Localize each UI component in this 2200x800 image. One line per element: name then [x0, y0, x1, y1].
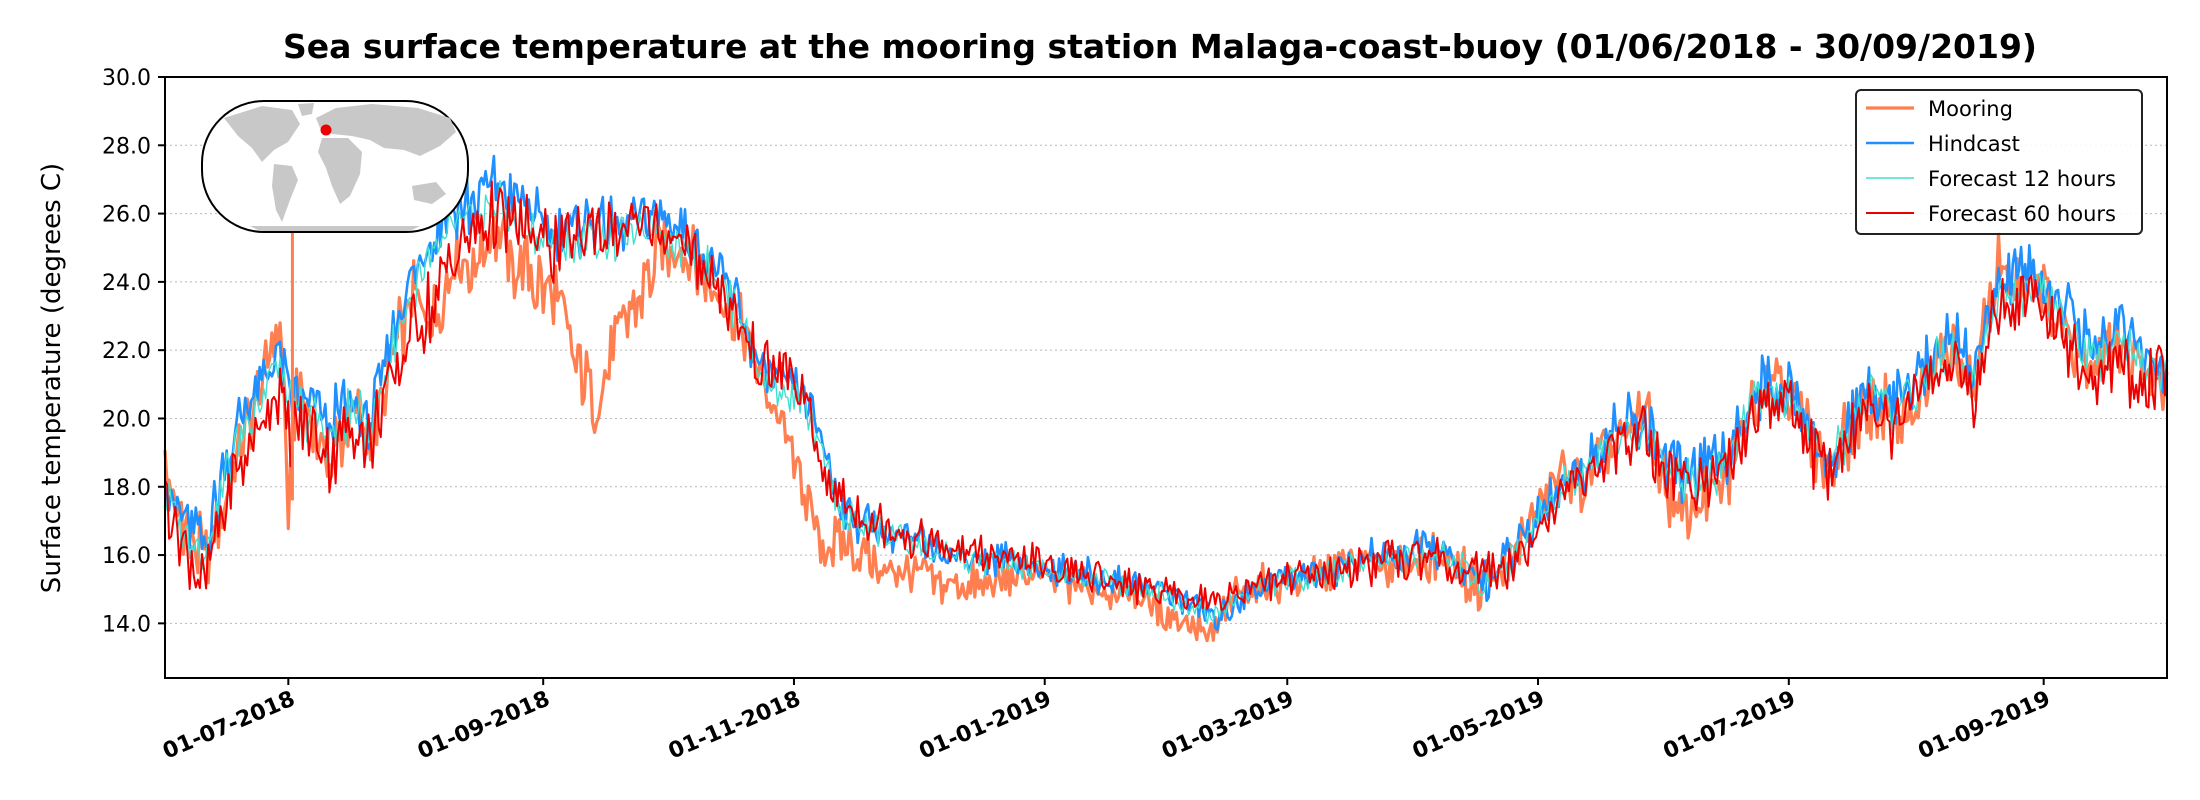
x-tick-label: 01-11-2018: [665, 687, 804, 765]
x-tick-label: 01-07-2019: [1660, 687, 1799, 765]
y-tick-label: 16.0: [102, 544, 151, 569]
series-line-forecast-60h: [164, 180, 2168, 611]
australia-shape: [412, 182, 446, 204]
y-tick-label: 30.0: [102, 66, 151, 91]
x-tick-label: 01-03-2019: [1158, 687, 1297, 765]
legend-label-hindcast: Hindcast: [1928, 132, 2020, 156]
x-tick-label: 01-09-2018: [414, 687, 553, 765]
y-tick-label: 18.0: [102, 476, 151, 501]
eurasia-shape: [316, 104, 456, 156]
antarctica-shape: [250, 226, 420, 231]
land-masses: [224, 103, 456, 231]
y-tick-label: 26.0: [102, 203, 151, 228]
series-line-hindcast: [163, 154, 2169, 632]
legend: Mooring Hindcast Forecast 12 hours Forec…: [1855, 89, 2143, 235]
plot-frame: [164, 76, 2168, 679]
y-tick-label: 20.0: [102, 407, 151, 432]
legend-label-forecast-60h: Forecast 60 hours: [1928, 202, 2116, 226]
south-america-shape: [272, 164, 298, 222]
y-tick-label: 28.0: [102, 134, 151, 159]
world-map-inset: [201, 100, 469, 233]
x-tick-label: 01-09-2019: [1915, 687, 2054, 765]
x-tick-label: 01-07-2018: [159, 687, 298, 765]
series-layer: [163, 154, 2169, 643]
africa-shape: [318, 138, 362, 204]
legend-label-mooring: Mooring: [1928, 97, 2013, 121]
y-tick-label: 14.0: [102, 612, 151, 637]
x-tick-label: 01-01-2019: [916, 687, 1055, 765]
y-axis: 14.0 16.0 18.0 20.0 22.0 24.0 26.0 28.0 30.0: [102, 66, 165, 637]
y-tick-label: 22.0: [102, 339, 151, 364]
y-axis-label: Surface temperature (degrees C): [37, 163, 67, 593]
y-tick-label: 24.0: [102, 271, 151, 296]
chart-title: Sea surface temperature at the mooring s…: [283, 27, 2037, 66]
x-axis: 01-07-2018 01-09-2018 01-11-2018 01-01-2019…: [159, 678, 2054, 765]
legend-frame: [1855, 89, 2143, 235]
north-america-shape: [224, 106, 300, 162]
greenland-shape: [298, 103, 314, 116]
x-tick-label: 01-05-2019: [1409, 687, 1548, 765]
legend-label-forecast-12h: Forecast 12 hours: [1928, 167, 2116, 191]
station-marker-icon: [320, 124, 332, 136]
